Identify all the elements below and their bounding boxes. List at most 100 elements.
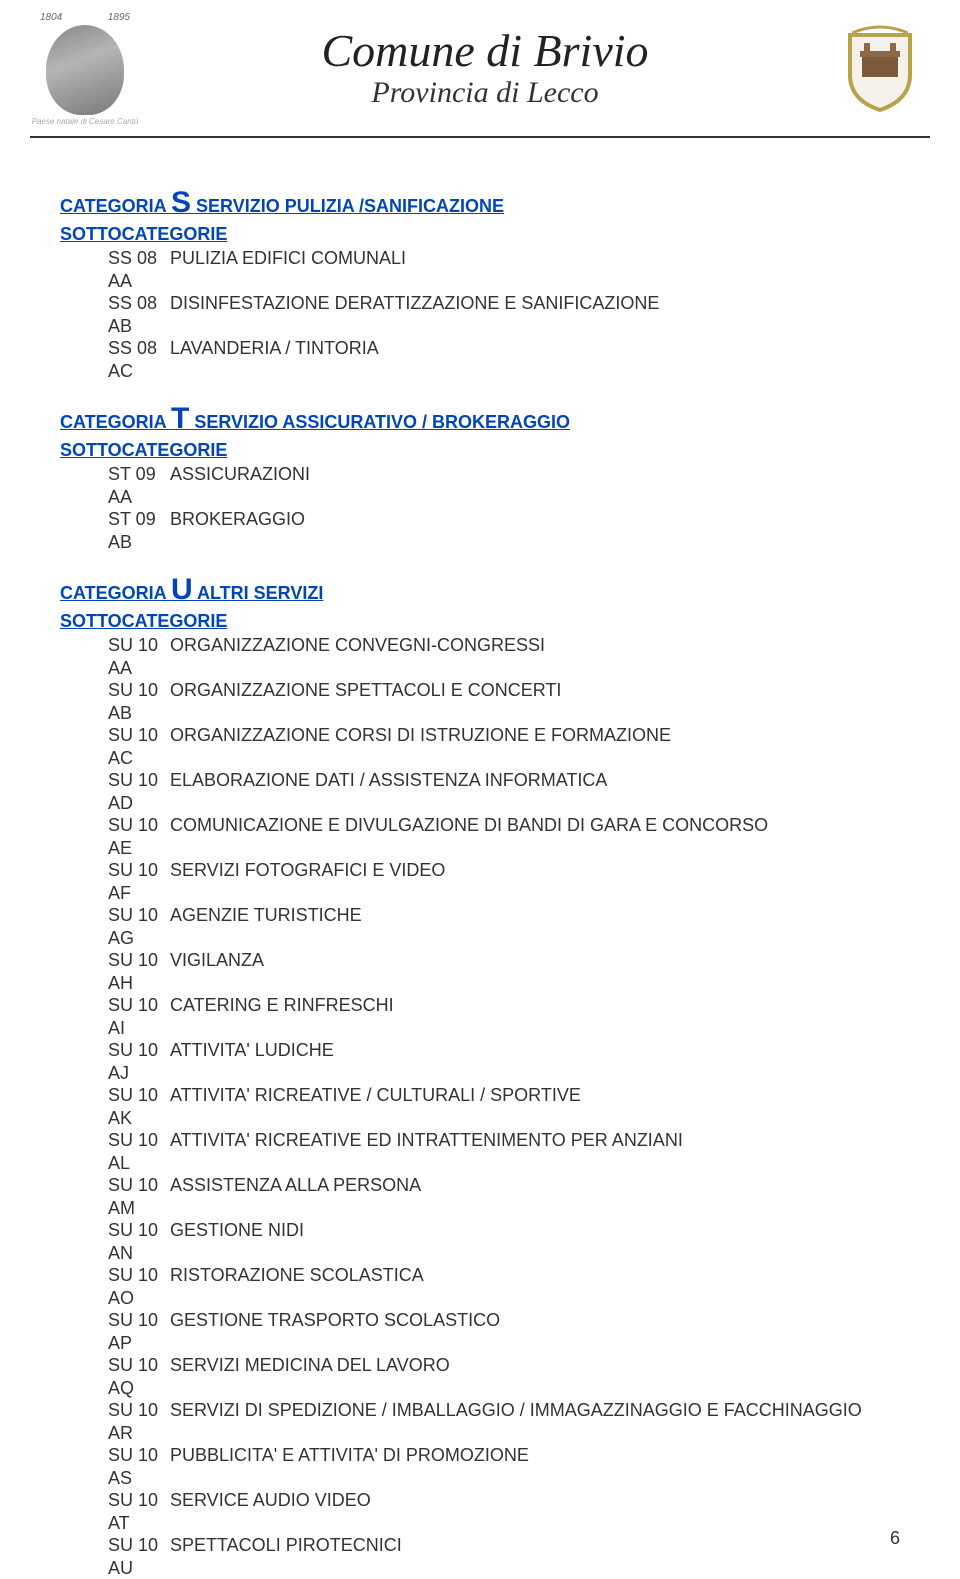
item-list: ST 09 AAASSICURAZIONIST 09 ABBROKERAGGIO bbox=[60, 463, 900, 553]
center-title-block: Comune di Brivio Provincia di Lecco bbox=[140, 28, 830, 110]
list-item: SS 08 ACLAVANDERIA / TINTORIA bbox=[60, 337, 900, 382]
item-desc: ORGANIZZAZIONE CONVEGNI-CONGRESSI bbox=[170, 634, 900, 657]
item-code: SU 10 AR bbox=[60, 1399, 170, 1444]
portrait-icon bbox=[46, 25, 124, 115]
item-desc: ATTIVITA' RICREATIVE ED INTRATTENIMENTO … bbox=[170, 1129, 900, 1152]
item-code: SU 10 AH bbox=[60, 949, 170, 994]
category-rest: SERVIZIO PULIZIA /SANIFICAZIONE bbox=[191, 196, 504, 216]
item-code: SU 10 AO bbox=[60, 1264, 170, 1309]
item-desc: ASSICURAZIONI bbox=[170, 463, 900, 486]
year-left: 1804 bbox=[40, 12, 62, 23]
category-letter: S bbox=[171, 186, 191, 219]
item-desc: RISTORAZIONE SCOLASTICA bbox=[170, 1264, 900, 1287]
category-letter: T bbox=[171, 402, 189, 435]
item-code: SU 10 AU bbox=[60, 1534, 170, 1579]
list-item: SS 08 AAPULIZIA EDIFICI COMUNALI bbox=[60, 247, 900, 292]
item-desc: COMUNICAZIONE E DIVULGAZIONE DI BANDI DI… bbox=[170, 814, 900, 837]
crest-block bbox=[830, 25, 930, 113]
crest-icon bbox=[840, 25, 920, 113]
item-code: SU 10 AQ bbox=[60, 1354, 170, 1399]
item-code: SU 10 AK bbox=[60, 1084, 170, 1129]
document-header: 1804 1895 Paese natale di Cesare Cantù C… bbox=[0, 0, 960, 132]
list-item: SU 10 AECOMUNICAZIONE E DIVULGAZIONE DI … bbox=[60, 814, 900, 859]
item-code: ST 09 AB bbox=[60, 508, 170, 553]
item-code: SU 10 AL bbox=[60, 1129, 170, 1174]
list-item: SU 10 AKATTIVITA' RICREATIVE / CULTURALI… bbox=[60, 1084, 900, 1129]
list-item: SU 10 ARSERVIZI DI SPEDIZIONE / IMBALLAG… bbox=[60, 1399, 900, 1444]
item-code: SU 10 AT bbox=[60, 1489, 170, 1534]
category-prefix: CATEGORIA bbox=[60, 412, 171, 432]
item-code: SU 10 AS bbox=[60, 1444, 170, 1489]
list-item: SU 10 AORISTORAZIONE SCOLASTICA bbox=[60, 1264, 900, 1309]
item-code: SU 10 AA bbox=[60, 634, 170, 679]
item-desc: BROKERAGGIO bbox=[170, 508, 900, 531]
item-desc: ELABORAZIONE DATI / ASSISTENZA INFORMATI… bbox=[170, 769, 900, 792]
item-list: SS 08 AAPULIZIA EDIFICI COMUNALISS 08 AB… bbox=[60, 247, 900, 382]
page-number: 6 bbox=[890, 1528, 900, 1549]
item-desc: PULIZIA EDIFICI COMUNALI bbox=[170, 247, 900, 270]
item-code: SU 10 AJ bbox=[60, 1039, 170, 1084]
subcategory-label: SOTTOCATEGORIE bbox=[60, 611, 900, 632]
list-item: SU 10 AHVIGILANZA bbox=[60, 949, 900, 994]
category-prefix: CATEGORIA bbox=[60, 583, 171, 603]
subcategory-label: SOTTOCATEGORIE bbox=[60, 440, 900, 461]
item-code: SS 08 AA bbox=[60, 247, 170, 292]
item-desc: GESTIONE NIDI bbox=[170, 1219, 900, 1242]
list-item: ST 09 ABBROKERAGGIO bbox=[60, 508, 900, 553]
list-item: SU 10 AMASSISTENZA ALLA PERSONA bbox=[60, 1174, 900, 1219]
list-item: SS 08 ABDISINFESTAZIONE DERATTIZZAZIONE … bbox=[60, 292, 900, 337]
item-desc: ATTIVITA' LUDICHE bbox=[170, 1039, 900, 1062]
item-desc: VIGILANZA bbox=[170, 949, 900, 972]
item-code: SU 10 AB bbox=[60, 679, 170, 724]
list-item: SU 10 ABORGANIZZAZIONE SPETTACOLI E CONC… bbox=[60, 679, 900, 724]
item-desc: DISINFESTAZIONE DERATTIZZAZIONE E SANIFI… bbox=[170, 292, 900, 315]
item-desc: SERVIZI FOTOGRAFICI E VIDEO bbox=[170, 859, 900, 882]
portrait-block: 1804 1895 Paese natale di Cesare Cantù bbox=[30, 12, 140, 126]
item-desc: PUBBLICITA' E ATTIVITA' DI PROMOZIONE bbox=[170, 1444, 900, 1467]
item-code: SU 10 AD bbox=[60, 769, 170, 814]
item-code: SU 10 AE bbox=[60, 814, 170, 859]
item-code: SS 08 AB bbox=[60, 292, 170, 337]
item-desc: LAVANDERIA / TINTORIA bbox=[170, 337, 900, 360]
category-title: CATEGORIA S SERVIZIO PULIZIA /SANIFICAZI… bbox=[60, 186, 900, 220]
item-desc: ORGANIZZAZIONE CORSI DI ISTRUZIONE E FOR… bbox=[170, 724, 900, 747]
list-item: SU 10 ATSERVICE AUDIO VIDEO bbox=[60, 1489, 900, 1534]
list-item: SU 10 ACORGANIZZAZIONE CORSI DI ISTRUZIO… bbox=[60, 724, 900, 769]
document-body: CATEGORIA S SERVIZIO PULIZIA /SANIFICAZI… bbox=[0, 148, 960, 1579]
item-desc: SERVICE AUDIO VIDEO bbox=[170, 1489, 900, 1512]
list-item: SU 10 AUSPETTACOLI PIROTECNICI bbox=[60, 1534, 900, 1579]
list-item: SU 10 AFSERVIZI FOTOGRAFICI E VIDEO bbox=[60, 859, 900, 904]
category-title: CATEGORIA U ALTRI SERVIZI bbox=[60, 573, 900, 607]
item-code: SS 08 AC bbox=[60, 337, 170, 382]
item-code: SU 10 AM bbox=[60, 1174, 170, 1219]
list-item: SU 10 ALATTIVITA' RICREATIVE ED INTRATTE… bbox=[60, 1129, 900, 1174]
item-desc: CATERING E RINFRESCHI bbox=[170, 994, 900, 1017]
title-main: Comune di Brivio bbox=[140, 28, 830, 74]
item-desc: SERVIZI MEDICINA DEL LAVORO bbox=[170, 1354, 900, 1377]
header-divider bbox=[30, 136, 930, 138]
item-desc: ASSISTENZA ALLA PERSONA bbox=[170, 1174, 900, 1197]
item-desc: ATTIVITA' RICREATIVE / CULTURALI / SPORT… bbox=[170, 1084, 900, 1107]
item-desc: SPETTACOLI PIROTECNICI bbox=[170, 1534, 900, 1557]
item-desc: AGENZIE TURISTICHE bbox=[170, 904, 900, 927]
list-item: SU 10 AJATTIVITA' LUDICHE bbox=[60, 1039, 900, 1084]
list-item: SU 10 AGAGENZIE TURISTICHE bbox=[60, 904, 900, 949]
list-item: SU 10 APGESTIONE TRASPORTO SCOLASTICO bbox=[60, 1309, 900, 1354]
list-item: SU 10 ADELABORAZIONE DATI / ASSISTENZA I… bbox=[60, 769, 900, 814]
item-code: SU 10 AN bbox=[60, 1219, 170, 1264]
item-code: SU 10 AI bbox=[60, 994, 170, 1039]
category-rest: ALTRI SERVIZI bbox=[193, 583, 324, 603]
item-list: SU 10 AAORGANIZZAZIONE CONVEGNI-CONGRESS… bbox=[60, 634, 900, 1579]
item-code: SU 10 AF bbox=[60, 859, 170, 904]
item-code: SU 10 AG bbox=[60, 904, 170, 949]
category-title: CATEGORIA T SERVIZIO ASSICURATIVO / BROK… bbox=[60, 402, 900, 436]
portrait-caption: Paese natale di Cesare Cantù bbox=[30, 117, 140, 126]
list-item: SU 10 AQSERVIZI MEDICINA DEL LAVORO bbox=[60, 1354, 900, 1399]
category-rest: SERVIZIO ASSICURATIVO / BROKERAGGIO bbox=[189, 412, 570, 432]
item-code: SU 10 AC bbox=[60, 724, 170, 769]
item-code: ST 09 AA bbox=[60, 463, 170, 508]
portrait-years: 1804 1895 bbox=[30, 12, 140, 23]
list-item: ST 09 AAASSICURAZIONI bbox=[60, 463, 900, 508]
list-item: SU 10 ASPUBBLICITA' E ATTIVITA' DI PROMO… bbox=[60, 1444, 900, 1489]
list-item: SU 10 ANGESTIONE NIDI bbox=[60, 1219, 900, 1264]
